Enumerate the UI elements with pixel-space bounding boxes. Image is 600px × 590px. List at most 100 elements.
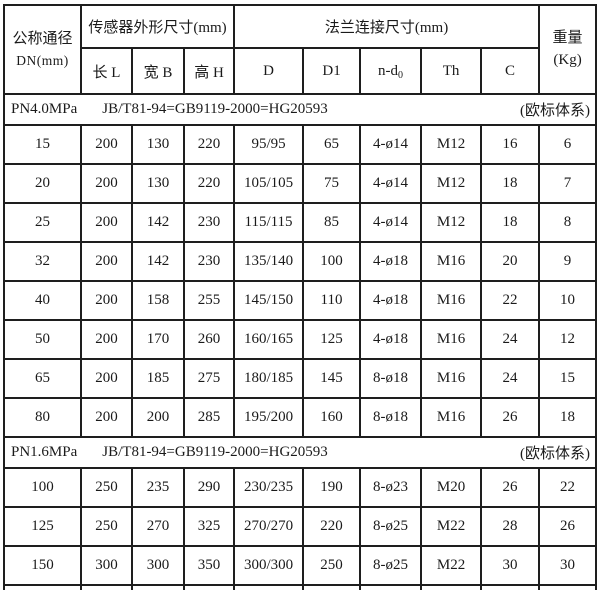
cell-0-5-0: 50 [3, 319, 82, 360]
cell-0-1-5: 75 [302, 163, 362, 204]
cell-0-7-9: 18 [538, 397, 598, 438]
cell-0-2-8: 18 [480, 202, 541, 243]
cell-0-1-1: 200 [80, 163, 133, 204]
cell-1-2-7: M22 [420, 545, 483, 586]
cell-1-0-4: 230/235 [233, 467, 305, 508]
cell-0-0-0: 15 [3, 124, 82, 165]
cell-0-2-6: 4-ø14 [359, 202, 423, 243]
table-row-dn-80: 80 200 200 285 195/200 160 8-ø18 M16 26 18 [3, 397, 598, 438]
cell-1-0-2: 235 [131, 467, 185, 508]
cell-1-2-6: 8-ø25 [359, 545, 423, 586]
cell-1-3-6: 12-ø25 [359, 584, 423, 590]
cell-0-2-0: 25 [3, 202, 82, 243]
cell-0-5-1: 200 [80, 319, 133, 360]
table-row-dn-125: 125 250 270 325 270/270 220 8-ø25 M22 28 26 [3, 506, 598, 547]
table-row-dn-65: 65 200 185 275 180/185 145 8-ø18 M16 24 15 [3, 358, 598, 399]
header-c: C [480, 47, 541, 95]
header-weight-label: 重量 [552, 29, 583, 46]
cell-1-3-5: 355 [302, 584, 362, 590]
cell-1-0-3: 290 [182, 467, 236, 508]
cell-1-0-9: 22 [538, 467, 598, 508]
cell-0-5-5: 125 [302, 319, 362, 360]
cell-0-6-9: 15 [538, 358, 598, 399]
cell-0-7-7: M16 [420, 397, 483, 438]
cell-0-7-6: 8-ø18 [359, 397, 423, 438]
spec-table: 公称通径 DN(mm) 传感器外形尺寸(mm) 法兰连接尺寸(mm) 重量 (K… [2, 4, 598, 590]
table-row-dn-40: 40 200 158 255 145/150 110 4-ø18 M16 22 10 [3, 280, 598, 321]
cell-0-3-3: 230 [182, 241, 236, 282]
cell-0-0-9: 6 [538, 124, 598, 165]
cell-1-1-8: 28 [480, 506, 541, 547]
section-pn-1: PN1.6MPa [11, 444, 78, 460]
cell-1-0-5: 190 [302, 467, 362, 508]
cell-0-6-2: 185 [131, 358, 185, 399]
cell-0-1-0: 20 [3, 163, 82, 204]
cell-1-3-3: 445 [182, 584, 236, 590]
cell-1-3-0: 250 [3, 584, 82, 590]
cell-0-1-4: 105/105 [233, 163, 305, 204]
cell-1-2-4: 300/300 [233, 545, 305, 586]
section-standard-0: JB/T81-94=GB9119-2000=HG20593 [102, 101, 328, 117]
cell-0-6-4: 180/185 [233, 358, 305, 399]
cell-0-0-8: 16 [480, 124, 541, 165]
cell-0-4-8: 22 [480, 280, 541, 321]
section-note-0: (欧标体系) [520, 103, 591, 119]
cell-1-0-8: 26 [480, 467, 541, 508]
table-row-dn-15: 15 200 130 220 95/95 65 4-ø14 M12 16 6 [3, 124, 598, 165]
cell-0-2-5: 85 [302, 202, 362, 243]
cell-1-3-7: M22 [420, 584, 483, 590]
cell-0-2-4: 115/115 [233, 202, 305, 243]
section-cell-0: PN4.0MPa JB/T81-94=GB9119-2000=HG20593 (欧标… [2, 93, 598, 126]
table-row-dn-150: 150 300 300 350 300/300 250 8-ø25 M22 30 30 [3, 545, 598, 586]
cell-1-0-6: 8-ø23 [359, 467, 423, 508]
cell-0-2-3: 230 [182, 202, 236, 243]
cell-1-1-9: 26 [538, 506, 598, 547]
cell-0-1-8: 18 [480, 163, 541, 204]
cell-0-3-0: 32 [3, 241, 82, 282]
cell-0-4-9: 10 [538, 280, 598, 321]
header-flange-dimensions-group: 法兰连接尺寸(mm) [233, 4, 541, 49]
cell-1-2-9: 30 [538, 545, 598, 586]
cell-1-2-0: 150 [3, 545, 82, 586]
cell-0-0-1: 200 [80, 124, 133, 165]
cell-1-1-1: 250 [80, 506, 133, 547]
cell-0-5-2: 170 [131, 319, 185, 360]
cell-1-2-5: 250 [302, 545, 362, 586]
cell-0-4-7: M16 [420, 280, 483, 321]
cell-0-5-9: 12 [538, 319, 598, 360]
cell-0-6-5: 145 [302, 358, 362, 399]
cell-0-0-4: 95/95 [233, 124, 305, 165]
table-row-dn-25: 25 200 142 230 115/115 85 4-ø14 M12 18 8 [3, 202, 598, 243]
table-row-dn-20: 20 200 130 220 105/105 75 4-ø14 M12 18 7 [3, 163, 598, 204]
cell-1-1-6: 8-ø25 [359, 506, 423, 547]
cell-0-6-7: M16 [420, 358, 483, 399]
cell-0-5-8: 24 [480, 319, 541, 360]
cell-1-2-1: 300 [80, 545, 133, 586]
cell-1-3-1: 400 [80, 584, 133, 590]
cell-1-1-3: 325 [182, 506, 236, 547]
cell-0-3-6: 4-ø18 [359, 241, 423, 282]
cell-0-5-3: 260 [182, 319, 236, 360]
section-row-1: PN1.6MPa JB/T81-94=GB9119-2000=HG20593 (欧标… [2, 436, 598, 469]
cell-1-1-4: 270/270 [233, 506, 305, 547]
cell-1-2-2: 300 [131, 545, 185, 586]
cell-1-3-9: 42 [538, 584, 598, 590]
header-width-b: 宽 B [131, 47, 185, 95]
cell-1-2-3: 350 [182, 545, 236, 586]
header-height-h: 高 H [182, 47, 236, 95]
cell-0-3-1: 200 [80, 241, 133, 282]
table-row-dn-100: 100 250 235 290 230/235 190 8-ø23 M20 26 22 [3, 467, 598, 508]
cell-1-1-5: 220 [302, 506, 362, 547]
cell-0-1-9: 7 [538, 163, 598, 204]
table-row-dn-32: 32 200 142 230 135/140 100 4-ø18 M16 20 9 [3, 241, 598, 282]
section-pn-0: PN4.0MPa [11, 101, 78, 117]
cell-0-2-1: 200 [80, 202, 133, 243]
cell-0-6-3: 275 [182, 358, 236, 399]
header-dn-unit: DN(mm) [16, 52, 69, 68]
header-n-d0: n-d0 [359, 47, 423, 95]
table-row-dn-250: 250400405445405/40535512-ø25M223242 [3, 584, 598, 590]
cell-0-4-3: 255 [182, 280, 236, 321]
cell-0-0-6: 4-ø14 [359, 124, 423, 165]
header-weight-unit: (Kg) [553, 51, 582, 68]
